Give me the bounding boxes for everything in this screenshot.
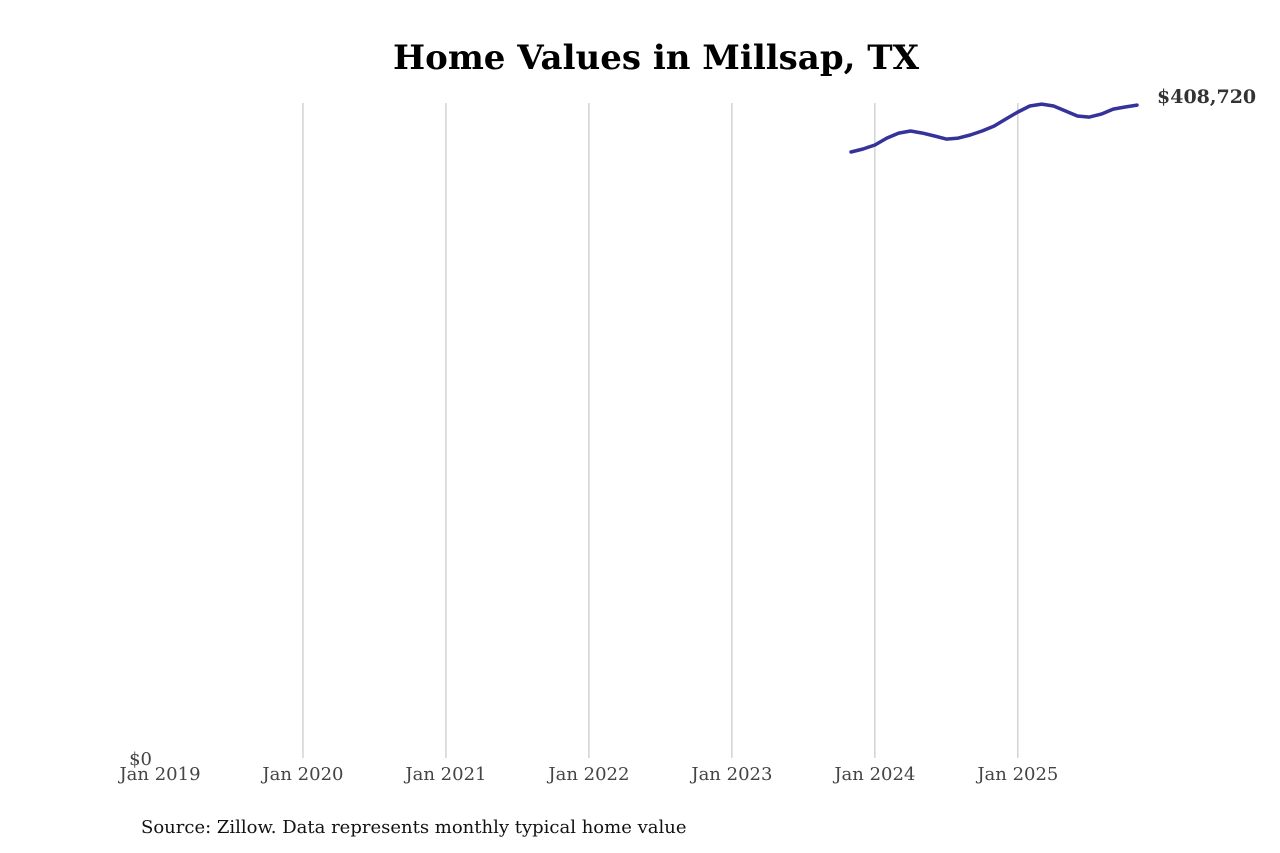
x-tick-label: Jan 2023 [689, 764, 772, 785]
x-tick-label: Jan 2019 [117, 764, 200, 785]
x-tick-label: Jan 2024 [832, 764, 915, 785]
end-value-label: $408,720 [1157, 86, 1256, 108]
x-tick-label: Jan 2021 [403, 764, 486, 785]
y-tick-label: $0 [129, 749, 152, 770]
x-tick-label: Jan 2025 [975, 764, 1058, 785]
x-tick-label: Jan 2020 [260, 764, 343, 785]
line-series [849, 102, 1139, 154]
chart-title: Home Values in Millsap, TX [393, 38, 920, 78]
source-note: Source: Zillow. Data represents monthly … [141, 817, 687, 838]
x-tick-label: Jan 2022 [546, 764, 629, 785]
